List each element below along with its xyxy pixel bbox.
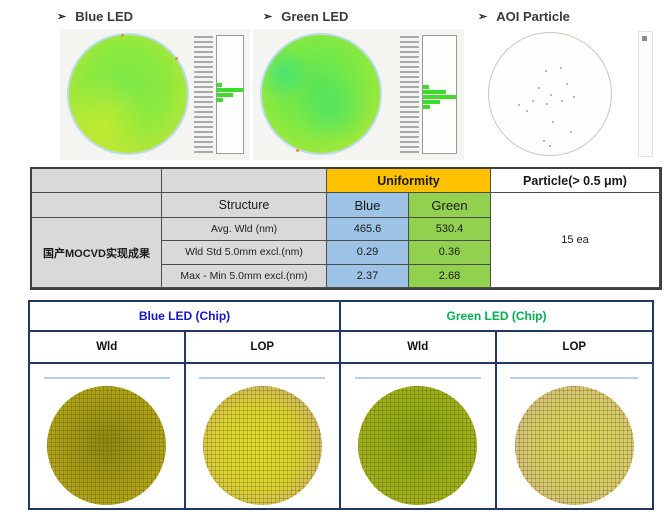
section-title: Green LED — [281, 9, 349, 24]
particle-dot — [542, 140, 545, 143]
histogram-bar — [423, 105, 430, 110]
wafer-edge-speck — [175, 57, 178, 60]
row-label-cell: 国产MOCVD实现成果 — [32, 218, 162, 288]
blue-lop-chip-map-cell — [186, 364, 341, 508]
particle-dot — [546, 102, 549, 105]
histogram-bar — [423, 100, 440, 105]
green-value: 530.4 — [409, 218, 491, 242]
arrow-bullet-icon: ➢ — [263, 11, 273, 23]
section-title: AOI Particle — [496, 9, 570, 24]
green-wld-chip-map-cell — [341, 364, 497, 508]
col-header-green-lop: LOP — [496, 332, 652, 364]
chip-map-scale-line — [199, 377, 326, 379]
histogram-bars — [423, 85, 456, 110]
histogram-bar — [217, 97, 223, 102]
section-header-aoi-particle: ➢ AOI Particle — [478, 9, 570, 24]
green-lop-chip-map-cell — [497, 364, 653, 508]
blue-value: 0.29 — [327, 241, 409, 265]
blue-led-wafer-map-panel — [60, 29, 250, 160]
arrow-bullet-icon: ➢ — [478, 11, 488, 23]
green-wld-chip-map — [358, 386, 478, 505]
metric-label: Wld Std 5.0mm excl.(nm) — [162, 241, 327, 265]
particle-header-cell: Particle(> 0.5 μm) — [491, 169, 660, 193]
blue-column-header: Blue — [327, 193, 409, 218]
blue-wld-chip-map — [47, 386, 167, 505]
histogram-bars — [217, 82, 243, 103]
histogram-bar — [423, 95, 456, 100]
blue-value: 465.6 — [327, 218, 409, 242]
col-header-green-wld: Wld — [341, 332, 497, 364]
wavelength-histogram — [422, 35, 457, 154]
blue-led-chip-group-header: Blue LED (Chip) — [30, 302, 341, 332]
section-header-blue-led: ➢ Blue LED — [57, 9, 133, 24]
particle-dot — [531, 100, 534, 103]
empty-cell — [162, 169, 327, 193]
empty-cell — [32, 169, 162, 193]
particle-dot — [560, 100, 563, 103]
particle-dot — [525, 109, 528, 112]
wavelength-histogram — [216, 35, 244, 154]
histogram-bar — [217, 82, 223, 87]
blue-wld-chip-map-cell — [30, 364, 186, 508]
histogram-bar — [423, 90, 447, 95]
col-header-blue-wld: Wld — [30, 332, 186, 364]
green-led-wafer-map-panel — [253, 29, 464, 160]
histogram-bar — [423, 85, 429, 90]
wafer-edge-speck — [296, 149, 299, 152]
chip-map-scale-line — [510, 377, 638, 379]
particle-dot — [548, 145, 551, 148]
particle-dot — [559, 67, 562, 70]
chip-map-scale-line — [43, 377, 170, 379]
green-value: 0.36 — [409, 241, 491, 265]
histogram-axis-labels — [194, 36, 213, 153]
chip-map-table: Blue LED (Chip) Green LED (Chip) Wld LOP… — [28, 300, 654, 510]
metric-label: Avg. Wld (nm) — [162, 218, 327, 242]
particle-dot — [569, 130, 572, 133]
structure-header-cell: Structure — [162, 193, 327, 218]
histogram-bar — [217, 92, 234, 97]
wafer-edge-speck — [121, 34, 124, 37]
particle-dot — [545, 69, 548, 72]
particle-dot — [550, 94, 552, 96]
col-header-blue-lop: LOP — [185, 332, 341, 364]
empty-cell — [32, 193, 162, 218]
particle-map-wafer — [488, 32, 612, 156]
blue-led-wafer-image — [67, 33, 189, 155]
particle-dot — [537, 86, 540, 89]
green-value: 2.68 — [409, 264, 491, 288]
particle-value-cell: 15 ea — [491, 193, 660, 288]
particle-dot — [573, 96, 576, 99]
histogram-axis-labels — [400, 36, 419, 153]
chip-map-scale-line — [354, 377, 481, 379]
blue-lop-chip-map — [202, 386, 322, 505]
green-column-header: Green — [409, 193, 491, 218]
green-lop-chip-map — [514, 386, 634, 505]
aoi-particle-panel — [470, 29, 660, 160]
section-header-green-led: ➢ Green LED — [263, 9, 348, 24]
particle-dot — [565, 83, 568, 86]
section-title: Blue LED — [75, 9, 134, 24]
metric-label: Max - Min 5.0mm excl.(nm) — [162, 264, 327, 288]
legend-marker-icon — [642, 36, 647, 41]
uniformity-summary-table: Uniformity Particle(> 0.5 μm) Structure … — [30, 167, 662, 290]
histogram-bar — [217, 87, 243, 92]
arrow-bullet-icon: ➢ — [57, 11, 67, 23]
uniformity-header-cell: Uniformity — [327, 169, 491, 193]
particle-dot — [552, 120, 555, 123]
green-led-wafer-image — [260, 33, 382, 155]
blue-value: 2.37 — [327, 264, 409, 288]
particle-map-legend — [638, 31, 653, 157]
green-led-chip-group-header: Green LED (Chip) — [341, 302, 652, 332]
particle-dot — [518, 103, 521, 106]
